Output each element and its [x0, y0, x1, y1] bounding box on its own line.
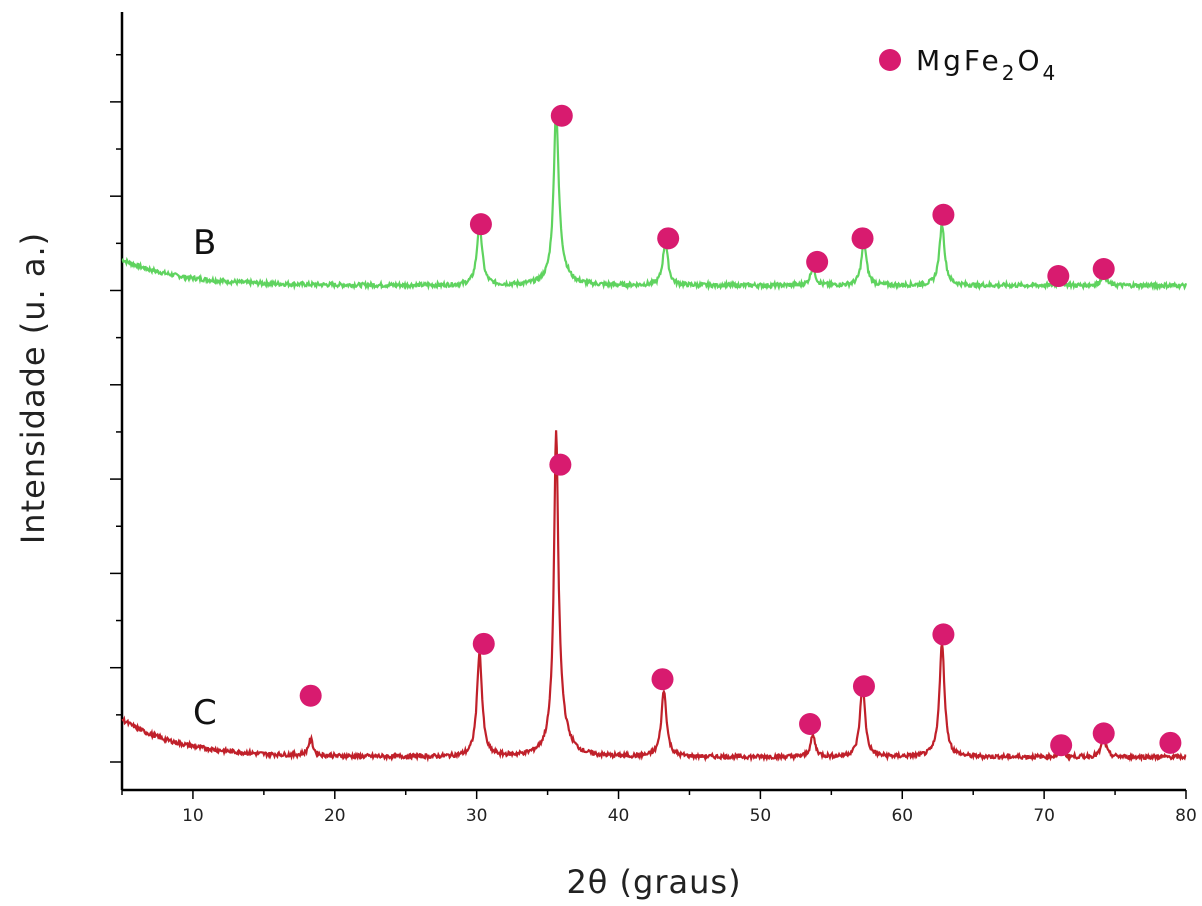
x-tick-label-10: 10 — [182, 806, 204, 826]
phase-marker-c-0 — [299, 684, 322, 707]
x-tick-label-70: 70 — [1033, 806, 1055, 826]
phase-marker-b-0 — [469, 213, 492, 236]
x-tick-label-40: 40 — [608, 806, 630, 826]
phase-marker-c-3 — [651, 668, 674, 691]
x-tick-label-80: 80 — [1175, 806, 1197, 826]
legend: MgFe2O4 — [879, 44, 1058, 85]
phase-marker-c-9 — [1159, 731, 1182, 754]
legend-marker — [879, 49, 901, 71]
phase-marker-b-3 — [806, 250, 829, 273]
phase-marker-b-2 — [657, 227, 680, 250]
y-axis-title: Intensidade (u. a.) — [14, 232, 52, 544]
legend-formula-o: O — [1017, 44, 1042, 77]
phase-marker-c-7 — [1050, 734, 1073, 757]
x-axis-title: 2θ (graus) — [566, 863, 741, 901]
legend-formula-mgfe: MgFe — [916, 44, 1002, 77]
phase-marker-c-2 — [549, 453, 572, 476]
marker-layer — [299, 104, 1182, 757]
series-layer — [121, 109, 1188, 763]
phase-marker-b-5 — [932, 203, 955, 226]
series-line-c — [121, 430, 1187, 763]
x-tick-label-60: 60 — [891, 806, 913, 826]
x-tick-label-30: 30 — [466, 806, 488, 826]
phase-marker-c-1 — [472, 632, 495, 655]
series-label-b: B — [193, 223, 216, 263]
phase-marker-c-5 — [852, 675, 875, 698]
series-label-c: C — [193, 693, 217, 733]
phase-marker-b-1 — [550, 104, 573, 127]
phase-marker-b-4 — [851, 227, 874, 250]
phase-marker-c-6 — [932, 623, 955, 646]
axis-ticks: 10 20 30 40 50 60 70 80 — [110, 53, 1197, 826]
plot-frame — [120, 12, 1186, 792]
series-line-b — [121, 109, 1188, 292]
phase-marker-c-4 — [799, 712, 822, 735]
legend-formula-sub1: 2 — [1002, 61, 1018, 85]
legend-label: MgFe2O4 — [916, 44, 1058, 85]
legend-formula-sub2: 4 — [1043, 61, 1059, 85]
phase-marker-c-8 — [1092, 722, 1115, 745]
phase-marker-b-7 — [1092, 257, 1115, 280]
phase-marker-b-6 — [1047, 265, 1070, 288]
x-tick-label-20: 20 — [324, 806, 346, 826]
x-tick-label-50: 50 — [750, 806, 772, 826]
